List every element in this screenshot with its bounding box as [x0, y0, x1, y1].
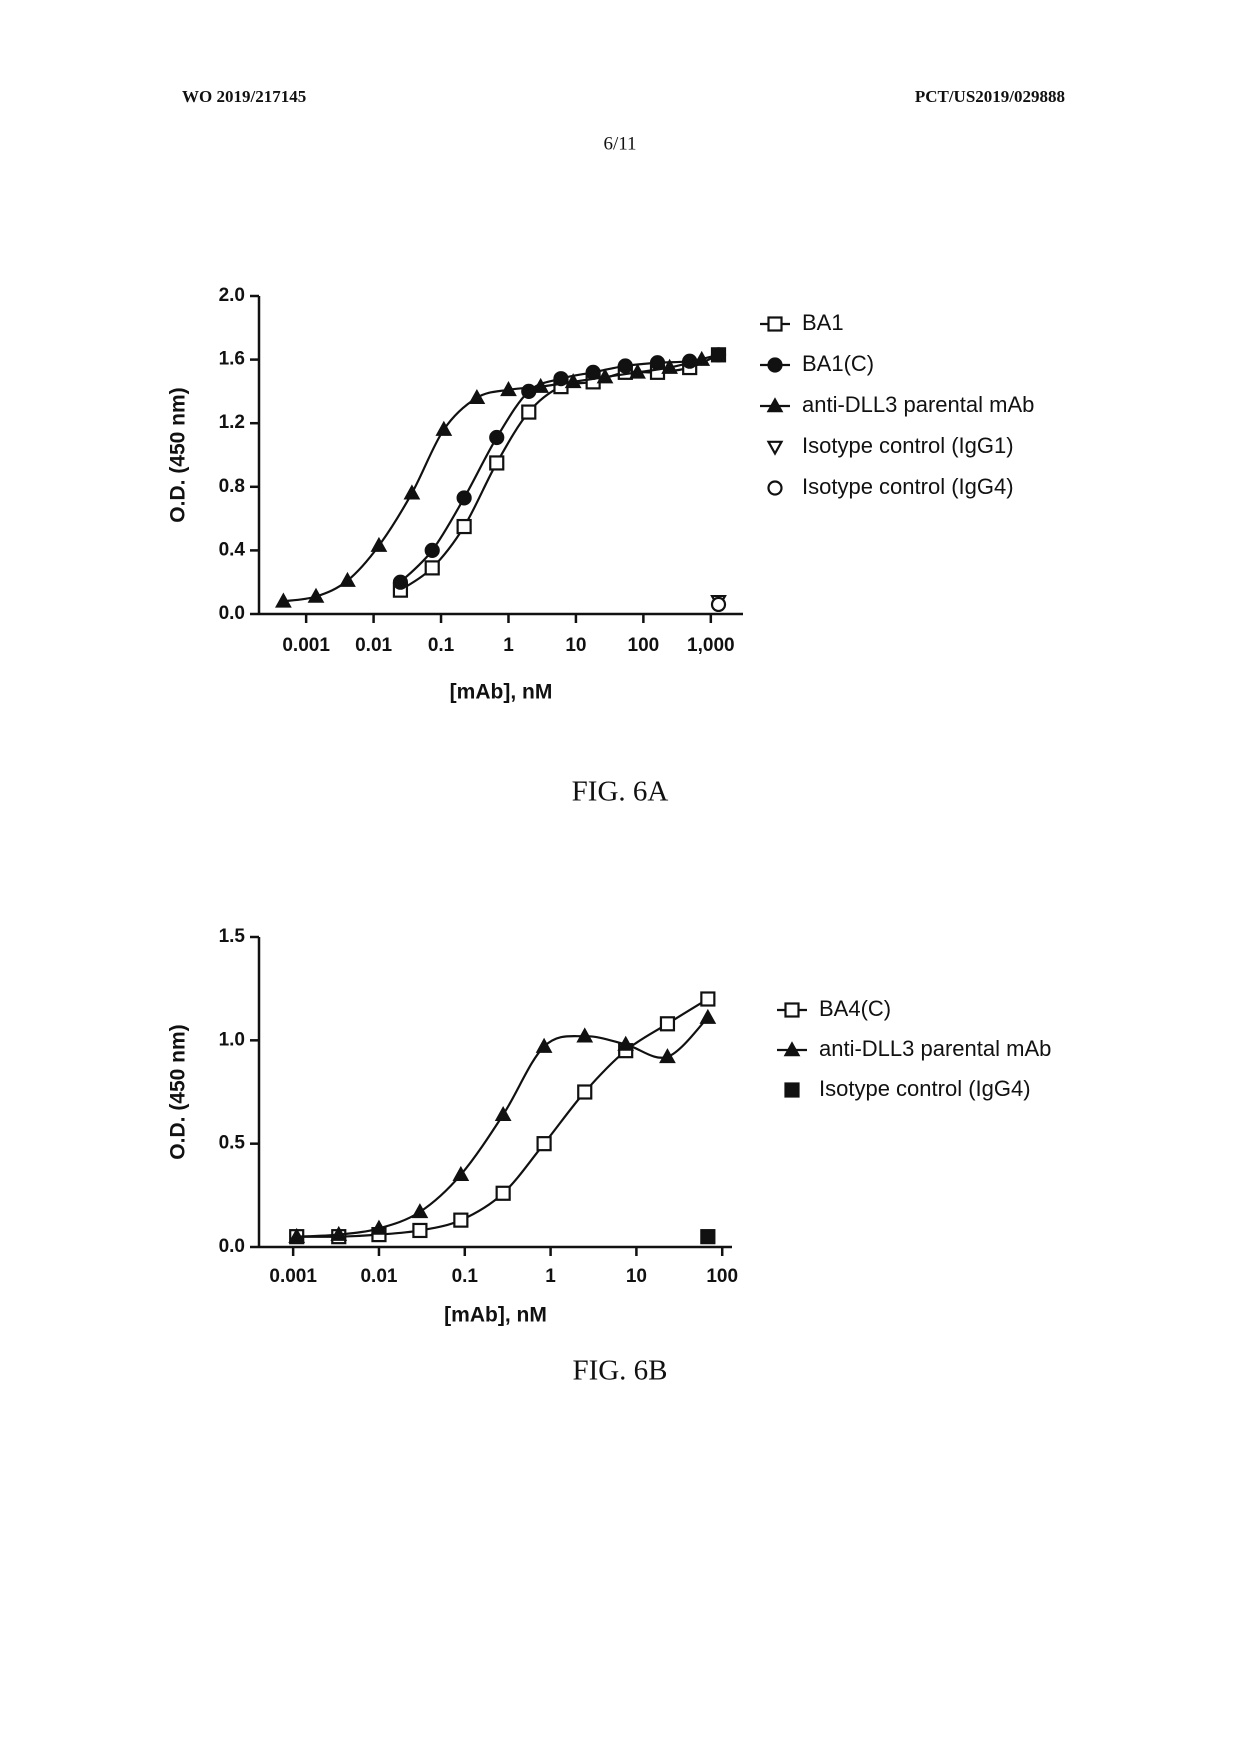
- figure-caption: FIG. 6A: [572, 776, 669, 808]
- marker: [553, 371, 569, 387]
- marker: [456, 518, 472, 535]
- x-axis-title: [mAb], nM: [450, 681, 553, 704]
- legend-marker: [784, 1082, 800, 1098]
- legend-label: Isotype control (IgG4): [819, 1076, 1031, 1101]
- marker: [307, 587, 325, 603]
- marker: [649, 355, 666, 371]
- marker: [275, 592, 292, 608]
- y-tick-label: 1.0: [219, 1029, 245, 1050]
- marker: [424, 560, 440, 576]
- marker: [710, 596, 727, 613]
- legend-marker: [766, 440, 784, 456]
- marker: [330, 1225, 348, 1241]
- marker: [435, 420, 453, 436]
- page-number: 6/11: [603, 133, 636, 154]
- marker: [468, 388, 486, 405]
- legend-label: Isotype control (IgG4): [802, 474, 1014, 499]
- marker: [521, 404, 537, 420]
- marker: [699, 1008, 717, 1024]
- legend-label: anti-DLL3 parental mAb: [802, 392, 1034, 417]
- marker: [494, 1105, 512, 1122]
- y-tick-label: 1.6: [219, 349, 245, 370]
- marker: [495, 1185, 511, 1201]
- marker: [536, 1136, 552, 1152]
- x-tick-label: 10: [626, 1266, 647, 1287]
- y-tick-label: 0.4: [219, 539, 246, 560]
- y-tick-label: 1.5: [219, 926, 246, 947]
- marker: [564, 373, 582, 389]
- legend-marker: [784, 1002, 800, 1018]
- y-tick-label: 0.8: [219, 476, 245, 497]
- marker: [456, 490, 472, 506]
- marker: [535, 1037, 553, 1053]
- marker: [693, 350, 711, 366]
- x-tick-label: 100: [628, 635, 660, 656]
- marker: [700, 991, 716, 1007]
- marker: [585, 364, 601, 380]
- marker: [339, 571, 356, 587]
- legend-marker: [783, 1041, 801, 1057]
- marker: [629, 363, 646, 379]
- marker: [700, 1229, 716, 1245]
- header-left: WO 2019/217145: [182, 87, 306, 106]
- legend-marker: [766, 397, 784, 413]
- marker: [532, 377, 550, 393]
- x-tick-label: 0.1: [452, 1266, 479, 1287]
- marker: [617, 1035, 635, 1051]
- legend-label: BA1(C): [802, 351, 874, 376]
- figure-caption: FIG. 6B: [572, 1355, 667, 1387]
- marker: [500, 381, 517, 397]
- marker: [489, 455, 505, 471]
- legend-label: BA1: [802, 310, 844, 335]
- marker: [577, 1084, 593, 1100]
- x-tick-label: 10: [565, 635, 586, 656]
- legend-marker: [767, 357, 783, 373]
- x-tick-label: 1,000: [687, 635, 735, 656]
- x-tick-label: 0.01: [360, 1266, 397, 1287]
- marker: [659, 1048, 676, 1064]
- legend-marker: [767, 316, 783, 332]
- marker: [661, 358, 678, 374]
- marker: [576, 1027, 594, 1043]
- x-tick-label: 100: [706, 1266, 738, 1287]
- header-right: PCT/US2019/029888: [915, 87, 1065, 106]
- x-tick-label: 1: [545, 1266, 556, 1287]
- x-tick-label: 0.001: [269, 1266, 317, 1287]
- y-tick-label: 0.0: [219, 1236, 245, 1257]
- x-tick-label: 1: [503, 635, 514, 656]
- marker: [370, 536, 388, 552]
- y-tick-label: 2.0: [219, 285, 245, 306]
- legend-label: BA4(C): [819, 996, 891, 1021]
- marker: [392, 574, 409, 590]
- legend-marker: [767, 480, 783, 496]
- marker: [659, 1016, 676, 1032]
- y-tick-label: 0.5: [219, 1133, 246, 1154]
- marker: [489, 429, 505, 446]
- x-tick-label: 0.1: [428, 635, 455, 656]
- y-tick-label: 1.2: [219, 412, 245, 433]
- marker: [617, 358, 633, 374]
- marker: [403, 484, 421, 500]
- marker: [412, 1222, 428, 1239]
- x-tick-label: 0.01: [355, 635, 392, 656]
- marker: [596, 368, 614, 384]
- marker: [453, 1212, 469, 1228]
- marker: [288, 1227, 306, 1243]
- x-axis-title: [mAb], nM: [444, 1304, 547, 1327]
- marker: [424, 542, 440, 559]
- x-tick-label: 0.001: [282, 635, 330, 656]
- marker: [710, 347, 727, 363]
- legend-label: anti-DLL3 parental mAb: [819, 1036, 1051, 1061]
- marker: [452, 1165, 470, 1181]
- legend-label: Isotype control (IgG1): [802, 433, 1014, 458]
- marker: [370, 1219, 388, 1235]
- y-tick-label: 0.0: [219, 603, 245, 624]
- marker: [411, 1203, 429, 1219]
- y-axis-title: O.D. (450 nm): [167, 387, 190, 522]
- y-axis-title: O.D. (450 nm): [167, 1024, 190, 1159]
